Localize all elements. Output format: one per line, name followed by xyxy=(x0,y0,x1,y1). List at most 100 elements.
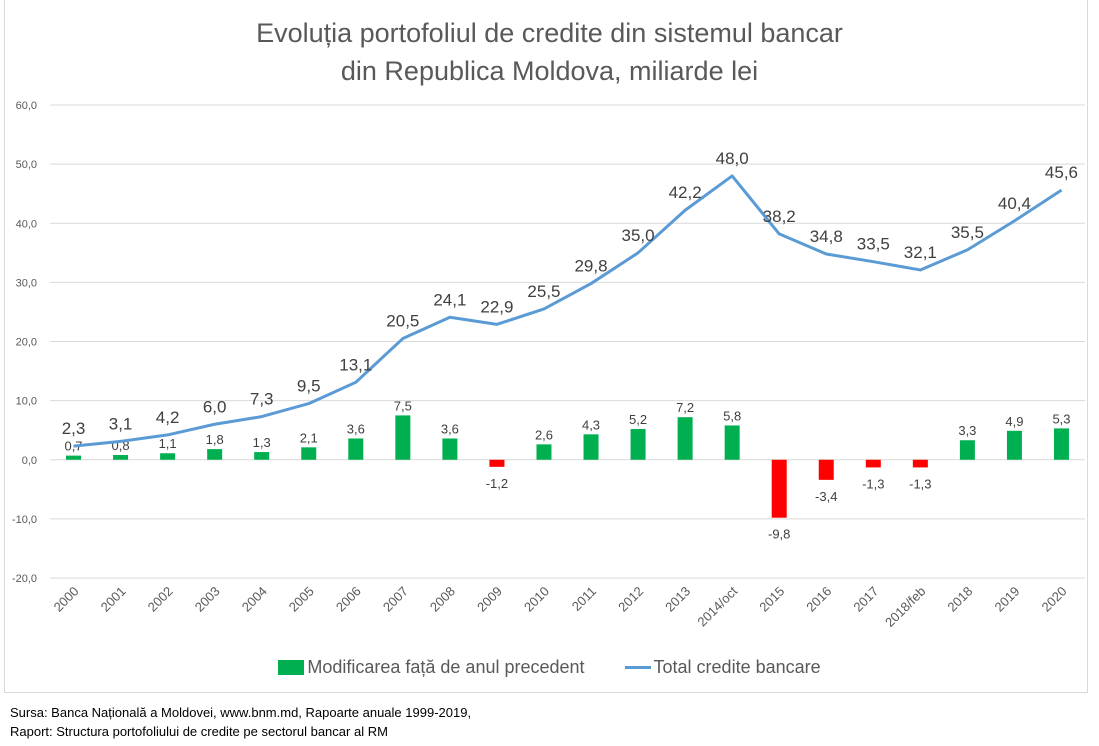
chart-title-line-2: din Republica Moldova, miliarde lei xyxy=(340,56,759,86)
legend: Modificarea față de anul precedent Total… xyxy=(0,657,1099,678)
line-data-label: 22,9 xyxy=(480,297,513,316)
line-path xyxy=(73,174,1063,448)
legend-line-swatch xyxy=(624,666,651,669)
bar xyxy=(865,459,881,468)
x-axis-ticks: 2000 2001 2002 2003 2004 2005 2006 2007 2008 2009… xyxy=(51,583,1070,630)
y-tick-label: 0,0 xyxy=(22,455,37,467)
line-data-label: 33,5 xyxy=(857,235,890,254)
line-data-label: 45,6 xyxy=(1045,163,1078,182)
x-tick-label: 2001 xyxy=(98,584,129,615)
chart-title: Evoluția portofoliul de credite din sist… xyxy=(0,14,1099,90)
bar-data-label: -1,3 xyxy=(862,476,884,491)
line-data-label: 42,2 xyxy=(669,183,702,202)
x-tick-label: 2009 xyxy=(474,584,505,615)
bar xyxy=(160,453,176,460)
line-series xyxy=(73,174,1063,448)
x-tick-label: 2018 xyxy=(944,584,975,615)
bar-data-label: 4,3 xyxy=(582,417,600,432)
line-data-label: 32,1 xyxy=(904,243,937,262)
x-tick-label: 2006 xyxy=(333,584,364,615)
bar xyxy=(536,444,552,460)
line-data-labels: 2,3 3,1 4,2 6,0 7,3 9,5 13,1 20,5 24,1 22,9 25,5 29… xyxy=(62,149,1078,438)
bar-data-label: 2,6 xyxy=(535,427,553,442)
x-tick-label: 2003 xyxy=(192,584,223,615)
chart-title-line-1: Evoluția portofoliul de credite din sist… xyxy=(256,18,843,48)
legend-bar-swatch xyxy=(278,660,305,675)
bar xyxy=(1053,428,1069,460)
x-tick-label: 2008 xyxy=(427,584,458,615)
line-data-label: 3,1 xyxy=(109,414,133,433)
x-tick-label: 2007 xyxy=(380,584,411,615)
bar-data-label: 7,5 xyxy=(394,398,412,413)
bar xyxy=(583,434,599,460)
line-data-label: 4,2 xyxy=(156,408,180,427)
bar-data-labels: 0,7 0,8 1,1 1,8 1,3 2,13,67,53,6-1,22,64,3 5,2… xyxy=(64,398,1070,541)
bar-data-label: 1,3 xyxy=(253,435,271,450)
x-tick-label: 2014/oct xyxy=(694,583,740,629)
line-data-label: 35,0 xyxy=(622,226,655,245)
legend-item-line[interactable]: Total credite bancare xyxy=(624,657,821,678)
y-tick-label: 10,0 xyxy=(16,396,37,408)
bar xyxy=(771,459,787,518)
bar xyxy=(1006,430,1022,460)
y-tick-label: 20,0 xyxy=(16,337,37,349)
bar xyxy=(301,447,317,460)
bar xyxy=(677,417,693,460)
bar xyxy=(912,459,928,468)
line-data-label: 48,0 xyxy=(716,149,749,168)
x-tick-label: 2005 xyxy=(286,584,317,615)
line-data-label: 6,0 xyxy=(203,397,227,416)
line-data-label: 34,8 xyxy=(810,227,843,246)
bar-data-label: 1,8 xyxy=(206,432,224,447)
y-tick-label: 30,0 xyxy=(16,277,37,289)
bar xyxy=(113,455,129,460)
gridlines xyxy=(50,104,1085,579)
line-data-label: 25,5 xyxy=(527,282,560,301)
x-tick-label: 2000 xyxy=(51,584,82,615)
bar-data-label: -1,2 xyxy=(486,476,508,491)
bar xyxy=(442,438,458,460)
line-data-label: 9,5 xyxy=(297,377,321,396)
line-data-label: 13,1 xyxy=(339,355,372,374)
bar xyxy=(207,449,223,460)
bar-data-label: 5,8 xyxy=(723,408,741,423)
line-data-label: 35,5 xyxy=(951,223,984,242)
x-tick-label: 2017 xyxy=(850,584,881,615)
y-tick-label: -20,0 xyxy=(12,573,37,585)
x-tick-label: 2012 xyxy=(615,584,646,615)
line-data-label: 2,3 xyxy=(62,419,86,438)
bar-series xyxy=(66,415,1069,518)
legend-item-bars[interactable]: Modificarea față de anul precedent xyxy=(278,657,585,678)
x-tick-label: 2016 xyxy=(803,584,834,615)
bar-data-label: 5,2 xyxy=(629,412,647,427)
bar-data-label: -3,4 xyxy=(815,489,837,504)
bar-data-label: 5,3 xyxy=(1052,411,1070,426)
source-line-2: Raport: Structura portofoliului de credi… xyxy=(10,724,388,739)
bar-data-label: 7,2 xyxy=(676,400,694,415)
x-tick-label: 2018/feb xyxy=(882,584,928,630)
y-tick-label: -10,0 xyxy=(12,514,37,526)
y-axis-ticks: 60,0 50,0 40,0 30,0 20,0 10,0 0,0 -10,0 -20,0 xyxy=(12,100,37,585)
line-data-label: 20,5 xyxy=(386,312,419,331)
bar-data-label: 2,1 xyxy=(300,430,318,445)
legend-bar-label: Modificarea față de anul precedent xyxy=(307,657,585,677)
bar xyxy=(395,415,411,460)
bar xyxy=(489,459,505,467)
y-tick-label: 50,0 xyxy=(16,159,37,171)
y-tick-label: 40,0 xyxy=(16,218,37,230)
x-tick-label: 2010 xyxy=(521,584,552,615)
x-tick-label: 2019 xyxy=(991,584,1022,615)
source-note: Sursa: Banca Națională a Moldovei, www.b… xyxy=(10,703,471,741)
bar-data-label: 3,6 xyxy=(347,421,365,436)
x-tick-label: 2015 xyxy=(756,584,787,615)
bar xyxy=(348,438,364,460)
bar-data-label: -1,3 xyxy=(909,476,931,491)
legend-line-label: Total credite bancare xyxy=(653,657,821,677)
source-line-1: Sursa: Banca Națională a Moldovei, www.b… xyxy=(10,705,472,720)
x-tick-label: 2020 xyxy=(1039,584,1070,615)
x-tick-label: 2002 xyxy=(145,584,176,615)
x-tick-label: 2013 xyxy=(662,584,693,615)
line-data-label: 7,3 xyxy=(250,390,274,409)
line-data-label: 40,4 xyxy=(998,194,1031,213)
